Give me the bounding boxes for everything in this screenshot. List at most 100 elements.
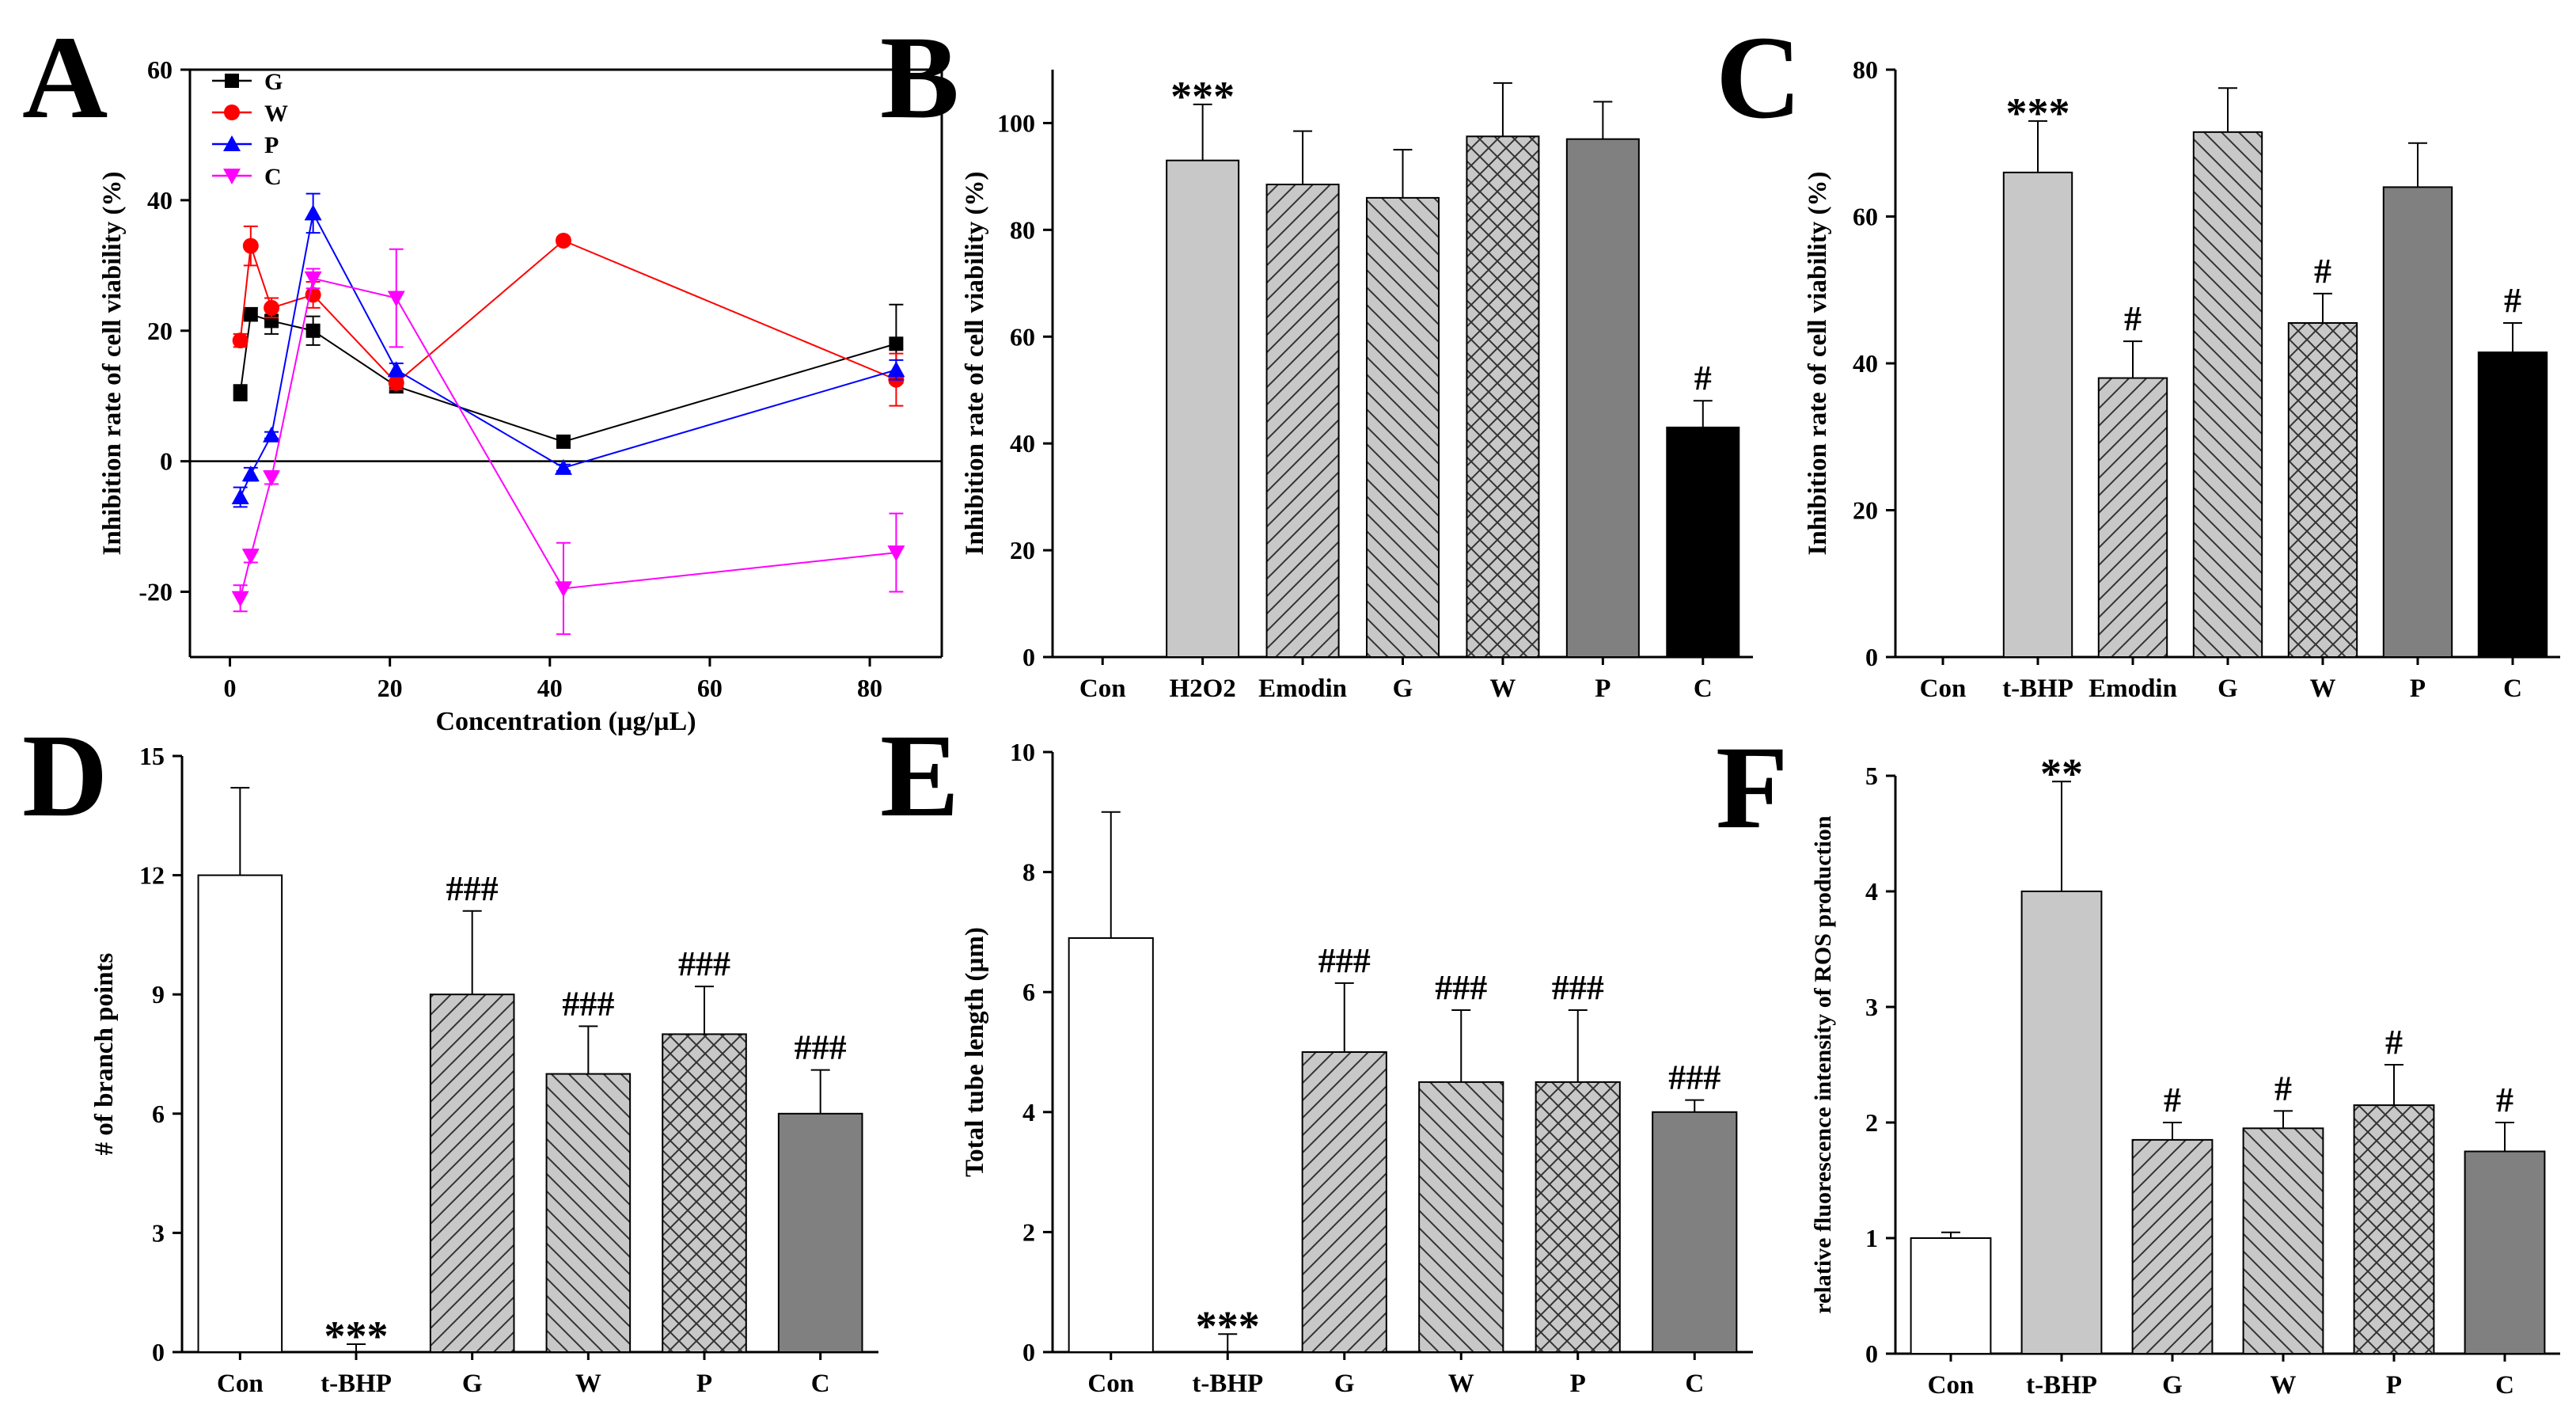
x-tick-label: Con — [217, 1370, 264, 1398]
significance-annotation: ### — [1435, 968, 1487, 1007]
legend-label: W — [264, 101, 288, 127]
y-tick-label: 6 — [1022, 978, 1035, 1006]
bar — [1418, 1081, 1504, 1354]
bar — [2353, 1104, 2435, 1354]
bar — [662, 1033, 747, 1354]
data-point-G — [233, 386, 248, 401]
significance-annotation: ### — [795, 1028, 847, 1067]
significance-annotation: # — [2385, 1023, 2403, 1062]
bar — [777, 1112, 863, 1354]
y-axis-label: # of branch points — [90, 952, 119, 1155]
legend-marker-G — [225, 74, 239, 88]
x-tick-label: W — [1489, 674, 1516, 703]
y-axis-label: relative fluorescence intensity of ROS p… — [1810, 815, 1836, 1313]
panel-letter: E — [880, 710, 959, 841]
bar — [2002, 171, 2073, 659]
bar — [197, 874, 283, 1353]
legend-label: C — [264, 164, 282, 190]
x-tick-label: G — [1393, 674, 1413, 703]
y-tick-label: 60 — [1010, 322, 1035, 351]
y-tick-label: 2 — [1022, 1218, 1035, 1246]
y-tick-label: 5 — [1865, 762, 1878, 790]
y-axis-label: Inhibition rate of cell viability (%) — [1804, 172, 1832, 556]
x-tick-label: C — [1694, 674, 1713, 703]
y-tick-label: 60 — [1853, 203, 1878, 231]
bar — [1365, 196, 1440, 658]
data-point-W — [555, 233, 571, 249]
significance-annotation: ### — [678, 944, 730, 983]
data-point-C — [554, 581, 572, 598]
bar — [1910, 1237, 1992, 1354]
x-tick-label: t-BHP — [321, 1370, 392, 1398]
x-tick-label: P — [2386, 1371, 2402, 1400]
data-point-G — [243, 307, 258, 322]
data-point-C — [263, 470, 281, 487]
bar — [1565, 138, 1640, 658]
y-tick-label: 80 — [1010, 215, 1035, 244]
significance-annotation: *** — [1196, 1302, 1260, 1350]
x-tick-label: W — [575, 1370, 601, 1398]
significance-annotation: # — [2496, 1081, 2513, 1119]
legend-label: G — [264, 69, 283, 95]
y-tick-label: 0 — [1865, 1339, 1878, 1368]
significance-annotation: ** — [2040, 750, 2083, 797]
x-tick-label: Emodin — [2088, 674, 2177, 703]
significance-annotation: ### — [1318, 941, 1371, 980]
panel-f-bar-chart: 0 1 2 3 4 5 relative fluorescence intensity of… — [1716, 722, 2560, 1400]
bar — [2382, 186, 2453, 658]
bar — [1652, 1111, 1738, 1354]
y-tick-label: 9 — [152, 980, 165, 1009]
panel-b-bar-chart: 0 20 40 60 80 100 Inhibition rate of cell viab… — [880, 12, 1753, 703]
significance-annotation: # — [2504, 281, 2521, 320]
data-point-P — [241, 465, 260, 482]
bar — [1535, 1081, 1621, 1354]
y-tick-label: 8 — [1022, 858, 1035, 887]
y-tick-label: 15 — [139, 742, 165, 770]
y-tick-label: 20 — [147, 317, 173, 345]
y-tick-label: 80 — [1853, 55, 1878, 84]
y-tick-label: 3 — [152, 1218, 165, 1247]
bar — [1466, 135, 1540, 658]
x-tick-label: P — [1570, 1370, 1586, 1398]
y-tick-label: 20 — [1010, 536, 1035, 564]
data-point-W — [242, 237, 259, 254]
legend-marker-C — [223, 169, 241, 184]
bar — [2242, 1127, 2324, 1355]
x-tick-label: P — [2410, 674, 2426, 703]
bar — [1301, 1051, 1387, 1353]
x-tick-label: W — [2271, 1371, 2297, 1400]
significance-annotation: ### — [562, 984, 614, 1023]
bar — [545, 1073, 632, 1353]
y-tick-label: -20 — [138, 578, 173, 606]
data-point-G — [556, 434, 571, 449]
bar — [429, 993, 515, 1353]
data-point-G — [889, 336, 904, 351]
x-tick-label: C — [1685, 1370, 1704, 1398]
significance-annotation: *** — [324, 1313, 389, 1360]
x-tick-label: 60 — [697, 674, 723, 702]
x-tick-label: G — [462, 1370, 483, 1398]
legend-marker-W — [224, 104, 240, 120]
panel-d-bar-chart: 0 3 6 9 12 15 # of branch points D Con *** t-BHP ##… — [22, 710, 878, 1398]
bar — [2464, 1150, 2546, 1354]
x-tick-label: C — [811, 1370, 830, 1398]
panel-a-line-chart: -20 0 20 40 60 Inhibition rate of cell viabil… — [22, 12, 943, 736]
significance-annotation: ### — [1668, 1058, 1720, 1097]
y-tick-label: 0 — [1022, 1338, 1035, 1366]
x-tick-label: G — [2217, 674, 2238, 703]
data-point-C — [241, 549, 260, 565]
significance-annotation: *** — [1170, 73, 1235, 120]
x-tick-label: P — [1595, 674, 1610, 703]
panel-e-bar-chart: 0 2 4 6 8 10 Total tube length (µm) E Con *** t-BH… — [880, 710, 1753, 1398]
x-tick-label: C — [2495, 1371, 2514, 1400]
y-tick-label: 40 — [1010, 429, 1035, 458]
y-axis-label: Total tube length (µm) — [961, 927, 989, 1177]
y-tick-label: 3 — [1865, 993, 1878, 1021]
bar — [1666, 426, 1740, 658]
y-tick-label: 20 — [1853, 496, 1878, 525]
y-tick-label: 40 — [1853, 349, 1878, 378]
x-tick-label: C — [2503, 674, 2522, 703]
data-point-P — [554, 458, 572, 475]
panel-letter: B — [880, 12, 959, 143]
